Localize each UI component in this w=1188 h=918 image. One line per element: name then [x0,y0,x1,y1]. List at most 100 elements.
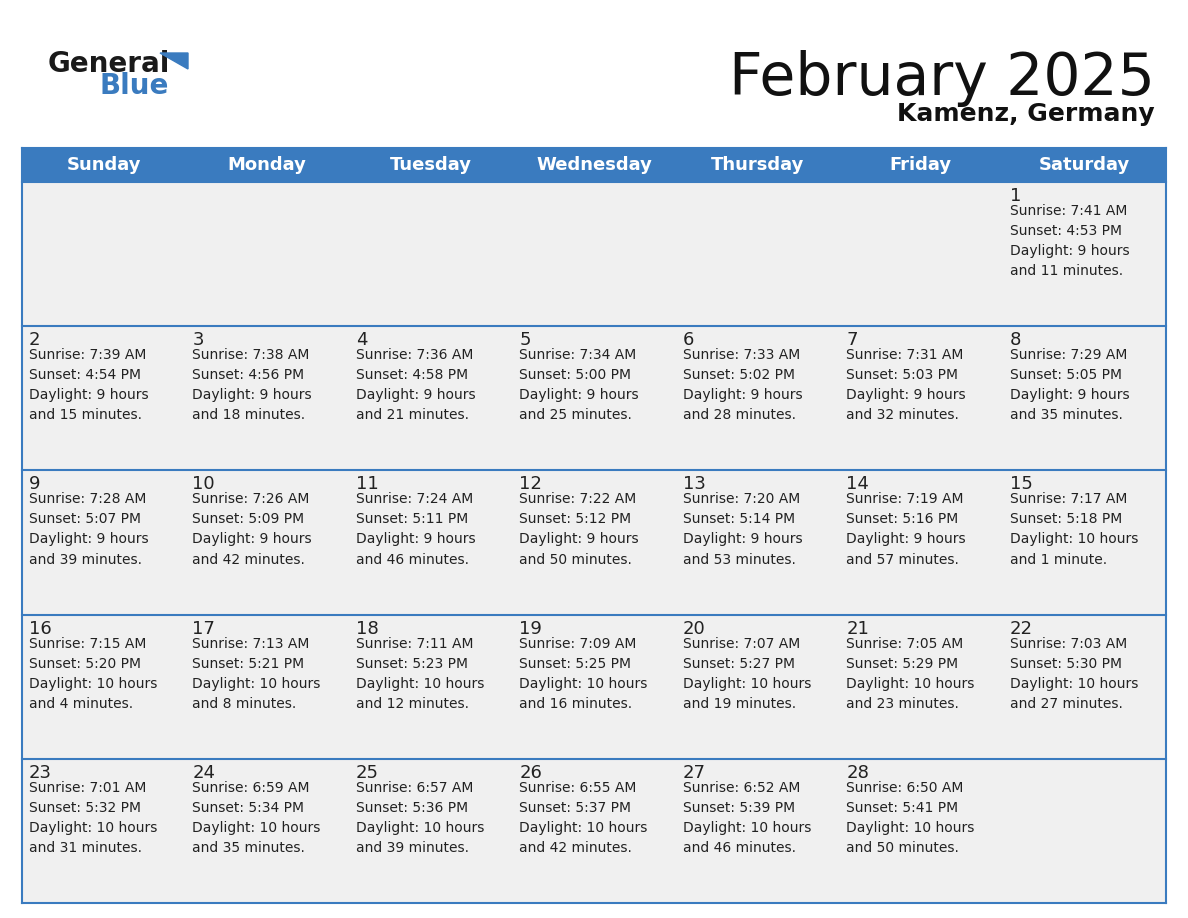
Text: 13: 13 [683,476,706,493]
Bar [512,182,676,326]
Text: 27: 27 [683,764,706,782]
Text: Sunrise: 7:05 AM
Sunset: 5:29 PM
Daylight: 10 hours
and 23 minutes.: Sunrise: 7:05 AM Sunset: 5:29 PM Dayligh… [846,636,974,711]
Text: 19: 19 [519,620,542,638]
Bar [512,614,676,759]
Bar [23,759,185,903]
Text: Sunrise: 6:57 AM
Sunset: 5:36 PM
Daylight: 10 hours
and 39 minutes.: Sunrise: 6:57 AM Sunset: 5:36 PM Dayligh… [356,781,485,855]
Text: Monday: Monday [228,156,307,174]
Text: Sunrise: 7:11 AM
Sunset: 5:23 PM
Daylight: 10 hours
and 12 minutes.: Sunrise: 7:11 AM Sunset: 5:23 PM Dayligh… [356,636,485,711]
Text: 21: 21 [846,620,868,638]
Text: 22: 22 [1010,620,1032,638]
Bar [839,759,1003,903]
Text: 2: 2 [29,331,40,349]
Bar [676,759,839,903]
Bar [349,470,512,614]
Text: Sunrise: 7:34 AM
Sunset: 5:00 PM
Daylight: 9 hours
and 25 minutes.: Sunrise: 7:34 AM Sunset: 5:00 PM Dayligh… [519,348,639,422]
Bar [676,614,839,759]
Text: 26: 26 [519,764,542,782]
Text: Sunrise: 7:24 AM
Sunset: 5:11 PM
Daylight: 9 hours
and 46 minutes.: Sunrise: 7:24 AM Sunset: 5:11 PM Dayligh… [356,492,475,566]
Bar [349,326,512,470]
Text: Sunrise: 7:29 AM
Sunset: 5:05 PM
Daylight: 9 hours
and 35 minutes.: Sunrise: 7:29 AM Sunset: 5:05 PM Dayligh… [1010,348,1130,422]
Text: Sunrise: 7:28 AM
Sunset: 5:07 PM
Daylight: 9 hours
and 39 minutes.: Sunrise: 7:28 AM Sunset: 5:07 PM Dayligh… [29,492,148,566]
Bar [839,182,1003,326]
Text: February 2025: February 2025 [729,50,1155,107]
Text: Sunrise: 7:13 AM
Sunset: 5:21 PM
Daylight: 10 hours
and 8 minutes.: Sunrise: 7:13 AM Sunset: 5:21 PM Dayligh… [192,636,321,711]
Text: 5: 5 [519,331,531,349]
Text: 1: 1 [1010,187,1020,205]
Text: 25: 25 [356,764,379,782]
Text: 8: 8 [1010,331,1020,349]
Text: 3: 3 [192,331,204,349]
Text: Sunrise: 7:38 AM
Sunset: 4:56 PM
Daylight: 9 hours
and 18 minutes.: Sunrise: 7:38 AM Sunset: 4:56 PM Dayligh… [192,348,312,422]
Text: 24: 24 [192,764,215,782]
Text: Sunrise: 6:52 AM
Sunset: 5:39 PM
Daylight: 10 hours
and 46 minutes.: Sunrise: 6:52 AM Sunset: 5:39 PM Dayligh… [683,781,811,855]
Bar [512,470,676,614]
Bar [185,148,349,182]
Text: 18: 18 [356,620,379,638]
Text: Sunrise: 7:03 AM
Sunset: 5:30 PM
Daylight: 10 hours
and 27 minutes.: Sunrise: 7:03 AM Sunset: 5:30 PM Dayligh… [1010,636,1138,711]
Text: 23: 23 [29,764,52,782]
Bar [1003,148,1165,182]
Text: Sunrise: 7:15 AM
Sunset: 5:20 PM
Daylight: 10 hours
and 4 minutes.: Sunrise: 7:15 AM Sunset: 5:20 PM Dayligh… [29,636,157,711]
Text: 14: 14 [846,476,868,493]
Polygon shape [160,53,188,69]
Text: 15: 15 [1010,476,1032,493]
Text: Sunrise: 7:17 AM
Sunset: 5:18 PM
Daylight: 10 hours
and 1 minute.: Sunrise: 7:17 AM Sunset: 5:18 PM Dayligh… [1010,492,1138,566]
Bar [676,182,839,326]
Text: Tuesday: Tuesday [390,156,472,174]
Bar [1003,614,1165,759]
Bar [839,470,1003,614]
Text: Wednesday: Wednesday [536,156,652,174]
Bar [185,182,349,326]
Bar [512,759,676,903]
Text: 4: 4 [356,331,367,349]
Text: Sunrise: 7:41 AM
Sunset: 4:53 PM
Daylight: 9 hours
and 11 minutes.: Sunrise: 7:41 AM Sunset: 4:53 PM Dayligh… [1010,204,1130,278]
Text: Sunrise: 7:07 AM
Sunset: 5:27 PM
Daylight: 10 hours
and 19 minutes.: Sunrise: 7:07 AM Sunset: 5:27 PM Dayligh… [683,636,811,711]
Bar [676,148,839,182]
Bar [185,759,349,903]
Text: General: General [48,50,170,78]
Bar [1003,182,1165,326]
Bar [23,614,185,759]
Text: 7: 7 [846,331,858,349]
Bar [23,148,185,182]
Bar [676,326,839,470]
Text: Blue: Blue [100,72,170,100]
Text: 9: 9 [29,476,40,493]
Text: Sunrise: 7:31 AM
Sunset: 5:03 PM
Daylight: 9 hours
and 32 minutes.: Sunrise: 7:31 AM Sunset: 5:03 PM Dayligh… [846,348,966,422]
Text: Kamenz, Germany: Kamenz, Germany [897,102,1155,126]
Bar [349,182,512,326]
Text: 11: 11 [356,476,379,493]
Text: Sunday: Sunday [67,156,141,174]
Text: 16: 16 [29,620,52,638]
Text: Sunrise: 6:50 AM
Sunset: 5:41 PM
Daylight: 10 hours
and 50 minutes.: Sunrise: 6:50 AM Sunset: 5:41 PM Dayligh… [846,781,974,855]
Bar [839,614,1003,759]
Text: 6: 6 [683,331,694,349]
Bar [1003,759,1165,903]
Text: Sunrise: 6:55 AM
Sunset: 5:37 PM
Daylight: 10 hours
and 42 minutes.: Sunrise: 6:55 AM Sunset: 5:37 PM Dayligh… [519,781,647,855]
Text: 17: 17 [192,620,215,638]
Bar [185,326,349,470]
Text: Sunrise: 7:01 AM
Sunset: 5:32 PM
Daylight: 10 hours
and 31 minutes.: Sunrise: 7:01 AM Sunset: 5:32 PM Dayligh… [29,781,157,855]
Text: Thursday: Thursday [710,156,804,174]
Text: Sunrise: 7:33 AM
Sunset: 5:02 PM
Daylight: 9 hours
and 28 minutes.: Sunrise: 7:33 AM Sunset: 5:02 PM Dayligh… [683,348,802,422]
Bar [23,326,185,470]
Bar [512,326,676,470]
Text: Sunrise: 7:22 AM
Sunset: 5:12 PM
Daylight: 9 hours
and 50 minutes.: Sunrise: 7:22 AM Sunset: 5:12 PM Dayligh… [519,492,639,566]
Text: 28: 28 [846,764,868,782]
Text: Sunrise: 7:20 AM
Sunset: 5:14 PM
Daylight: 9 hours
and 53 minutes.: Sunrise: 7:20 AM Sunset: 5:14 PM Dayligh… [683,492,802,566]
Text: 10: 10 [192,476,215,493]
Bar [839,326,1003,470]
Text: Sunrise: 7:26 AM
Sunset: 5:09 PM
Daylight: 9 hours
and 42 minutes.: Sunrise: 7:26 AM Sunset: 5:09 PM Dayligh… [192,492,312,566]
Bar [1003,326,1165,470]
Text: Sunrise: 7:09 AM
Sunset: 5:25 PM
Daylight: 10 hours
and 16 minutes.: Sunrise: 7:09 AM Sunset: 5:25 PM Dayligh… [519,636,647,711]
Bar [676,470,839,614]
Text: 12: 12 [519,476,542,493]
Bar [185,614,349,759]
Bar [23,182,185,326]
Text: Saturday: Saturday [1038,156,1130,174]
Bar [349,614,512,759]
Text: 20: 20 [683,620,706,638]
Text: Sunrise: 7:36 AM
Sunset: 4:58 PM
Daylight: 9 hours
and 21 minutes.: Sunrise: 7:36 AM Sunset: 4:58 PM Dayligh… [356,348,475,422]
Bar [349,759,512,903]
